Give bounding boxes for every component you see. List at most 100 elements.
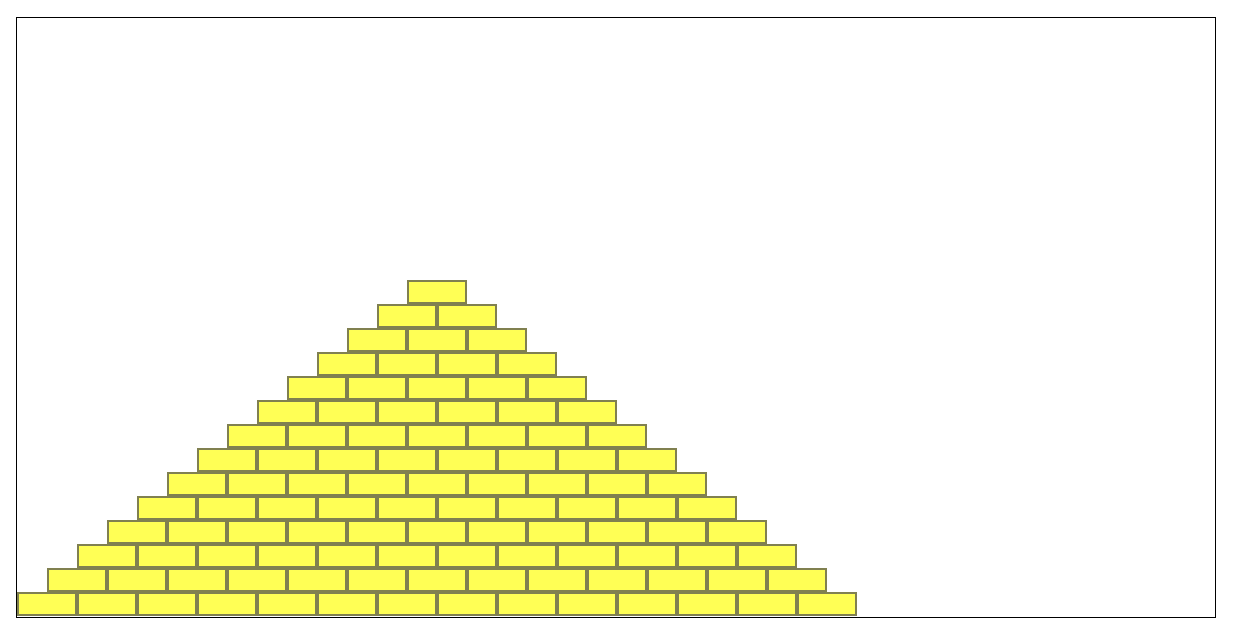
brick <box>497 592 557 616</box>
brick <box>437 592 497 616</box>
brick <box>287 424 347 448</box>
brick <box>557 400 617 424</box>
brick <box>377 544 437 568</box>
brick <box>137 592 197 616</box>
brick <box>617 544 677 568</box>
brick <box>317 544 377 568</box>
brick <box>617 592 677 616</box>
brick <box>407 520 467 544</box>
brick <box>377 304 437 328</box>
brick <box>467 328 527 352</box>
brick <box>497 448 557 472</box>
brick <box>467 520 527 544</box>
brick <box>527 520 587 544</box>
brick <box>677 496 737 520</box>
brick <box>17 592 77 616</box>
brick <box>257 400 317 424</box>
brick <box>497 544 557 568</box>
brick <box>767 568 827 592</box>
brick <box>107 568 167 592</box>
brick <box>227 568 287 592</box>
brick <box>587 424 647 448</box>
brick <box>347 472 407 496</box>
brick <box>437 448 497 472</box>
brick <box>347 328 407 352</box>
brick <box>197 496 257 520</box>
brick <box>137 496 197 520</box>
brick <box>167 472 227 496</box>
brick <box>467 568 527 592</box>
brick <box>197 592 257 616</box>
brick <box>227 520 287 544</box>
brick <box>497 352 557 376</box>
brick <box>347 520 407 544</box>
brick <box>317 352 377 376</box>
brick <box>227 472 287 496</box>
brick <box>407 424 467 448</box>
brick <box>257 544 317 568</box>
brick <box>527 424 587 448</box>
brick <box>587 520 647 544</box>
brick <box>407 280 467 304</box>
brick <box>647 472 707 496</box>
brick <box>407 472 467 496</box>
brick <box>557 448 617 472</box>
brick <box>467 472 527 496</box>
brick <box>317 448 377 472</box>
brick <box>437 496 497 520</box>
brick <box>227 424 287 448</box>
brick <box>617 448 677 472</box>
brick <box>317 400 377 424</box>
brick <box>587 568 647 592</box>
brick <box>407 328 467 352</box>
brick <box>437 544 497 568</box>
brick <box>377 496 437 520</box>
brick <box>497 496 557 520</box>
brick <box>377 592 437 616</box>
brick <box>167 520 227 544</box>
brick <box>557 496 617 520</box>
brick <box>557 592 617 616</box>
brick <box>407 568 467 592</box>
brick <box>47 568 107 592</box>
brick <box>407 376 467 400</box>
brick <box>527 472 587 496</box>
brick <box>527 376 587 400</box>
brick <box>317 496 377 520</box>
brick <box>527 568 587 592</box>
brick <box>167 568 227 592</box>
brick <box>287 376 347 400</box>
brick <box>197 544 257 568</box>
brick <box>467 376 527 400</box>
brick-pyramid <box>17 280 857 616</box>
brick <box>317 592 377 616</box>
brick <box>287 520 347 544</box>
brick <box>437 352 497 376</box>
brick <box>287 568 347 592</box>
brick <box>347 568 407 592</box>
brick <box>377 448 437 472</box>
brick <box>437 400 497 424</box>
brick <box>737 544 797 568</box>
brick <box>257 592 317 616</box>
drawing-canvas <box>16 17 1216 618</box>
brick <box>257 496 317 520</box>
brick <box>737 592 797 616</box>
brick <box>197 448 257 472</box>
brick <box>347 424 407 448</box>
brick <box>617 496 677 520</box>
brick <box>137 544 197 568</box>
brick <box>77 544 137 568</box>
brick <box>587 472 647 496</box>
brick <box>347 376 407 400</box>
brick <box>677 544 737 568</box>
brick <box>377 400 437 424</box>
brick <box>77 592 137 616</box>
brick <box>377 352 437 376</box>
brick <box>707 568 767 592</box>
brick <box>647 520 707 544</box>
brick <box>437 304 497 328</box>
brick <box>797 592 857 616</box>
brick <box>707 520 767 544</box>
brick <box>677 592 737 616</box>
